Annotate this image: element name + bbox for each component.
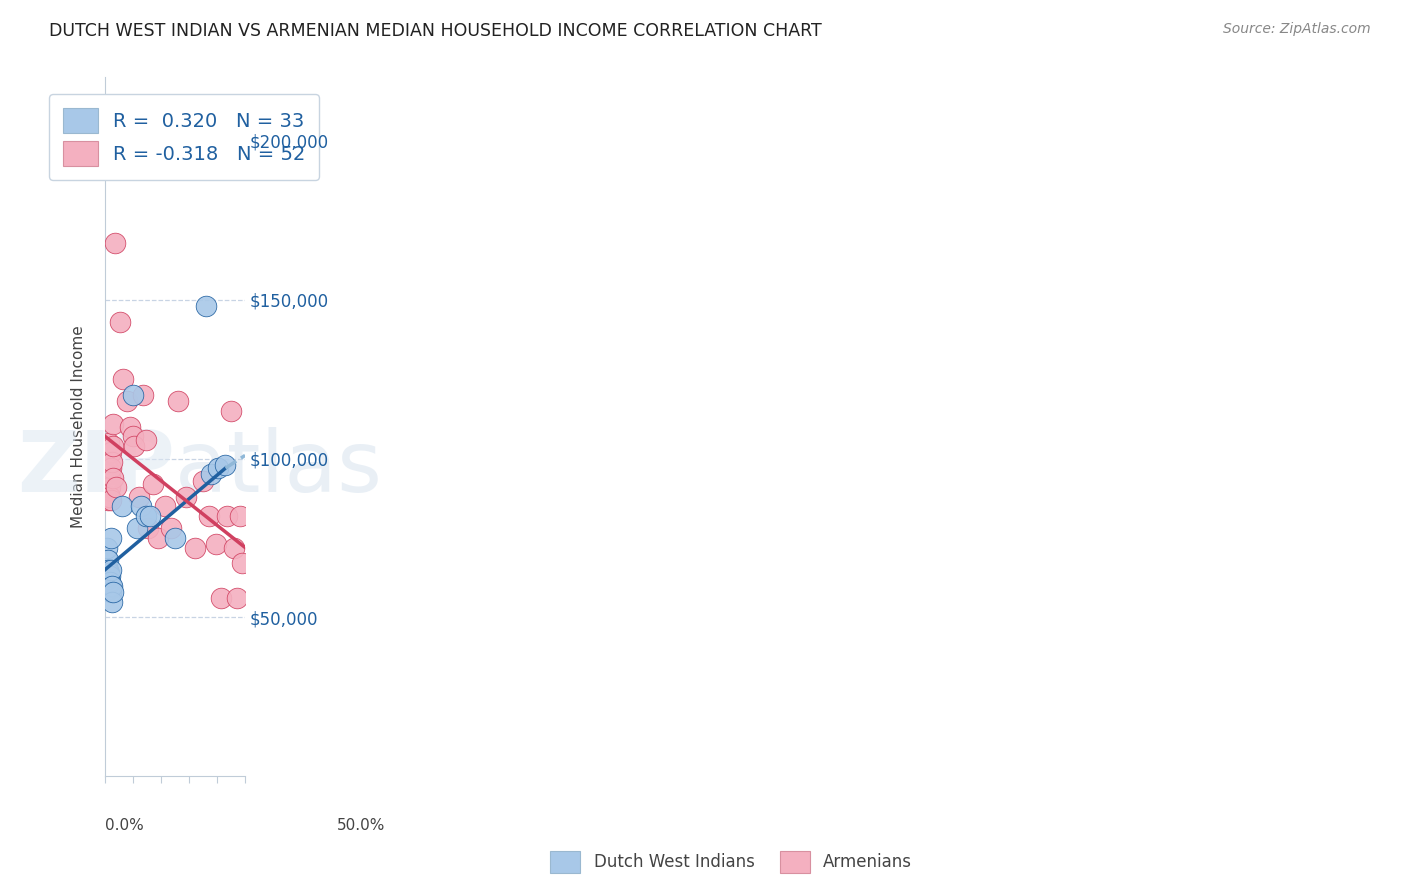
Point	[96, 492, 118, 507]
Point	[96, 461, 118, 475]
Point	[97, 566, 120, 580]
Point	[98, 582, 121, 596]
Point	[97, 474, 120, 488]
Point	[225, 591, 247, 606]
Point	[97, 563, 120, 577]
Point	[174, 490, 197, 504]
Point	[209, 591, 232, 606]
Point	[132, 388, 155, 402]
Point	[219, 404, 242, 418]
Point	[101, 417, 124, 431]
Point	[142, 477, 165, 491]
Point	[197, 508, 219, 523]
Point	[110, 315, 132, 329]
Point	[100, 492, 122, 507]
Point	[127, 521, 149, 535]
Point	[100, 445, 122, 459]
Point	[101, 594, 124, 608]
Point	[214, 458, 236, 472]
Point	[135, 433, 157, 447]
Legend: R =  0.320   N = 33, R = -0.318   N = 52: R = 0.320 N = 33, R = -0.318 N = 52	[49, 95, 319, 180]
Text: 0.0%: 0.0%	[105, 818, 143, 833]
Text: ZIP: ZIP	[17, 427, 176, 510]
Point	[97, 572, 120, 586]
Text: DUTCH WEST INDIAN VS ARMENIAN MEDIAN HOUSEHOLD INCOME CORRELATION CHART: DUTCH WEST INDIAN VS ARMENIAN MEDIAN HOU…	[49, 22, 823, 40]
Point	[148, 531, 170, 545]
Point	[160, 521, 183, 535]
Point	[100, 585, 122, 599]
Text: atlas: atlas	[176, 427, 382, 510]
Point	[96, 553, 118, 567]
Point	[128, 490, 150, 504]
Point	[97, 461, 120, 475]
Point	[183, 541, 205, 555]
Y-axis label: Median Household Income: Median Household Income	[72, 326, 86, 528]
Point	[138, 521, 160, 535]
Point	[131, 500, 153, 514]
Point	[165, 531, 187, 545]
Point	[111, 500, 134, 514]
Point	[96, 477, 118, 491]
Point	[96, 541, 118, 555]
Point	[200, 467, 222, 482]
Point	[98, 490, 121, 504]
Point	[155, 500, 177, 514]
Point	[97, 553, 120, 567]
Point	[122, 429, 145, 443]
Point	[228, 508, 250, 523]
Point	[101, 470, 124, 484]
Point	[97, 569, 120, 583]
Point	[97, 483, 120, 498]
Text: Source: ZipAtlas.com: Source: ZipAtlas.com	[1223, 22, 1371, 37]
Point	[97, 467, 120, 482]
Point	[96, 483, 118, 498]
Point	[122, 388, 145, 402]
Legend: Dutch West Indians, Armenians: Dutch West Indians, Armenians	[544, 845, 918, 880]
Point	[117, 394, 139, 409]
Point	[100, 579, 122, 593]
Point	[124, 439, 146, 453]
Point	[207, 461, 229, 475]
Point	[104, 235, 127, 250]
Point	[98, 569, 121, 583]
Point	[98, 470, 121, 484]
Point	[103, 439, 125, 453]
Point	[98, 582, 121, 596]
Point	[96, 563, 118, 577]
Point	[98, 575, 121, 590]
Point	[94, 467, 117, 482]
Point	[96, 569, 118, 583]
Point	[166, 394, 188, 409]
Point	[98, 435, 121, 450]
Point	[231, 557, 253, 571]
Point	[98, 490, 121, 504]
Point	[215, 508, 238, 523]
Point	[96, 474, 118, 488]
Point	[97, 477, 120, 491]
Point	[204, 537, 226, 551]
Point	[139, 508, 162, 523]
Point	[98, 575, 121, 590]
Point	[222, 541, 245, 555]
Point	[135, 508, 157, 523]
Point	[100, 563, 122, 577]
Point	[100, 531, 122, 545]
Point	[105, 480, 128, 494]
Point	[98, 480, 121, 494]
Point	[94, 563, 117, 577]
Point	[101, 455, 124, 469]
Point	[112, 372, 135, 386]
Point	[100, 461, 122, 475]
Point	[191, 474, 214, 488]
Point	[100, 579, 122, 593]
Point	[194, 299, 217, 313]
Point	[101, 585, 124, 599]
Point	[120, 419, 142, 434]
Text: 50.0%: 50.0%	[337, 818, 385, 833]
